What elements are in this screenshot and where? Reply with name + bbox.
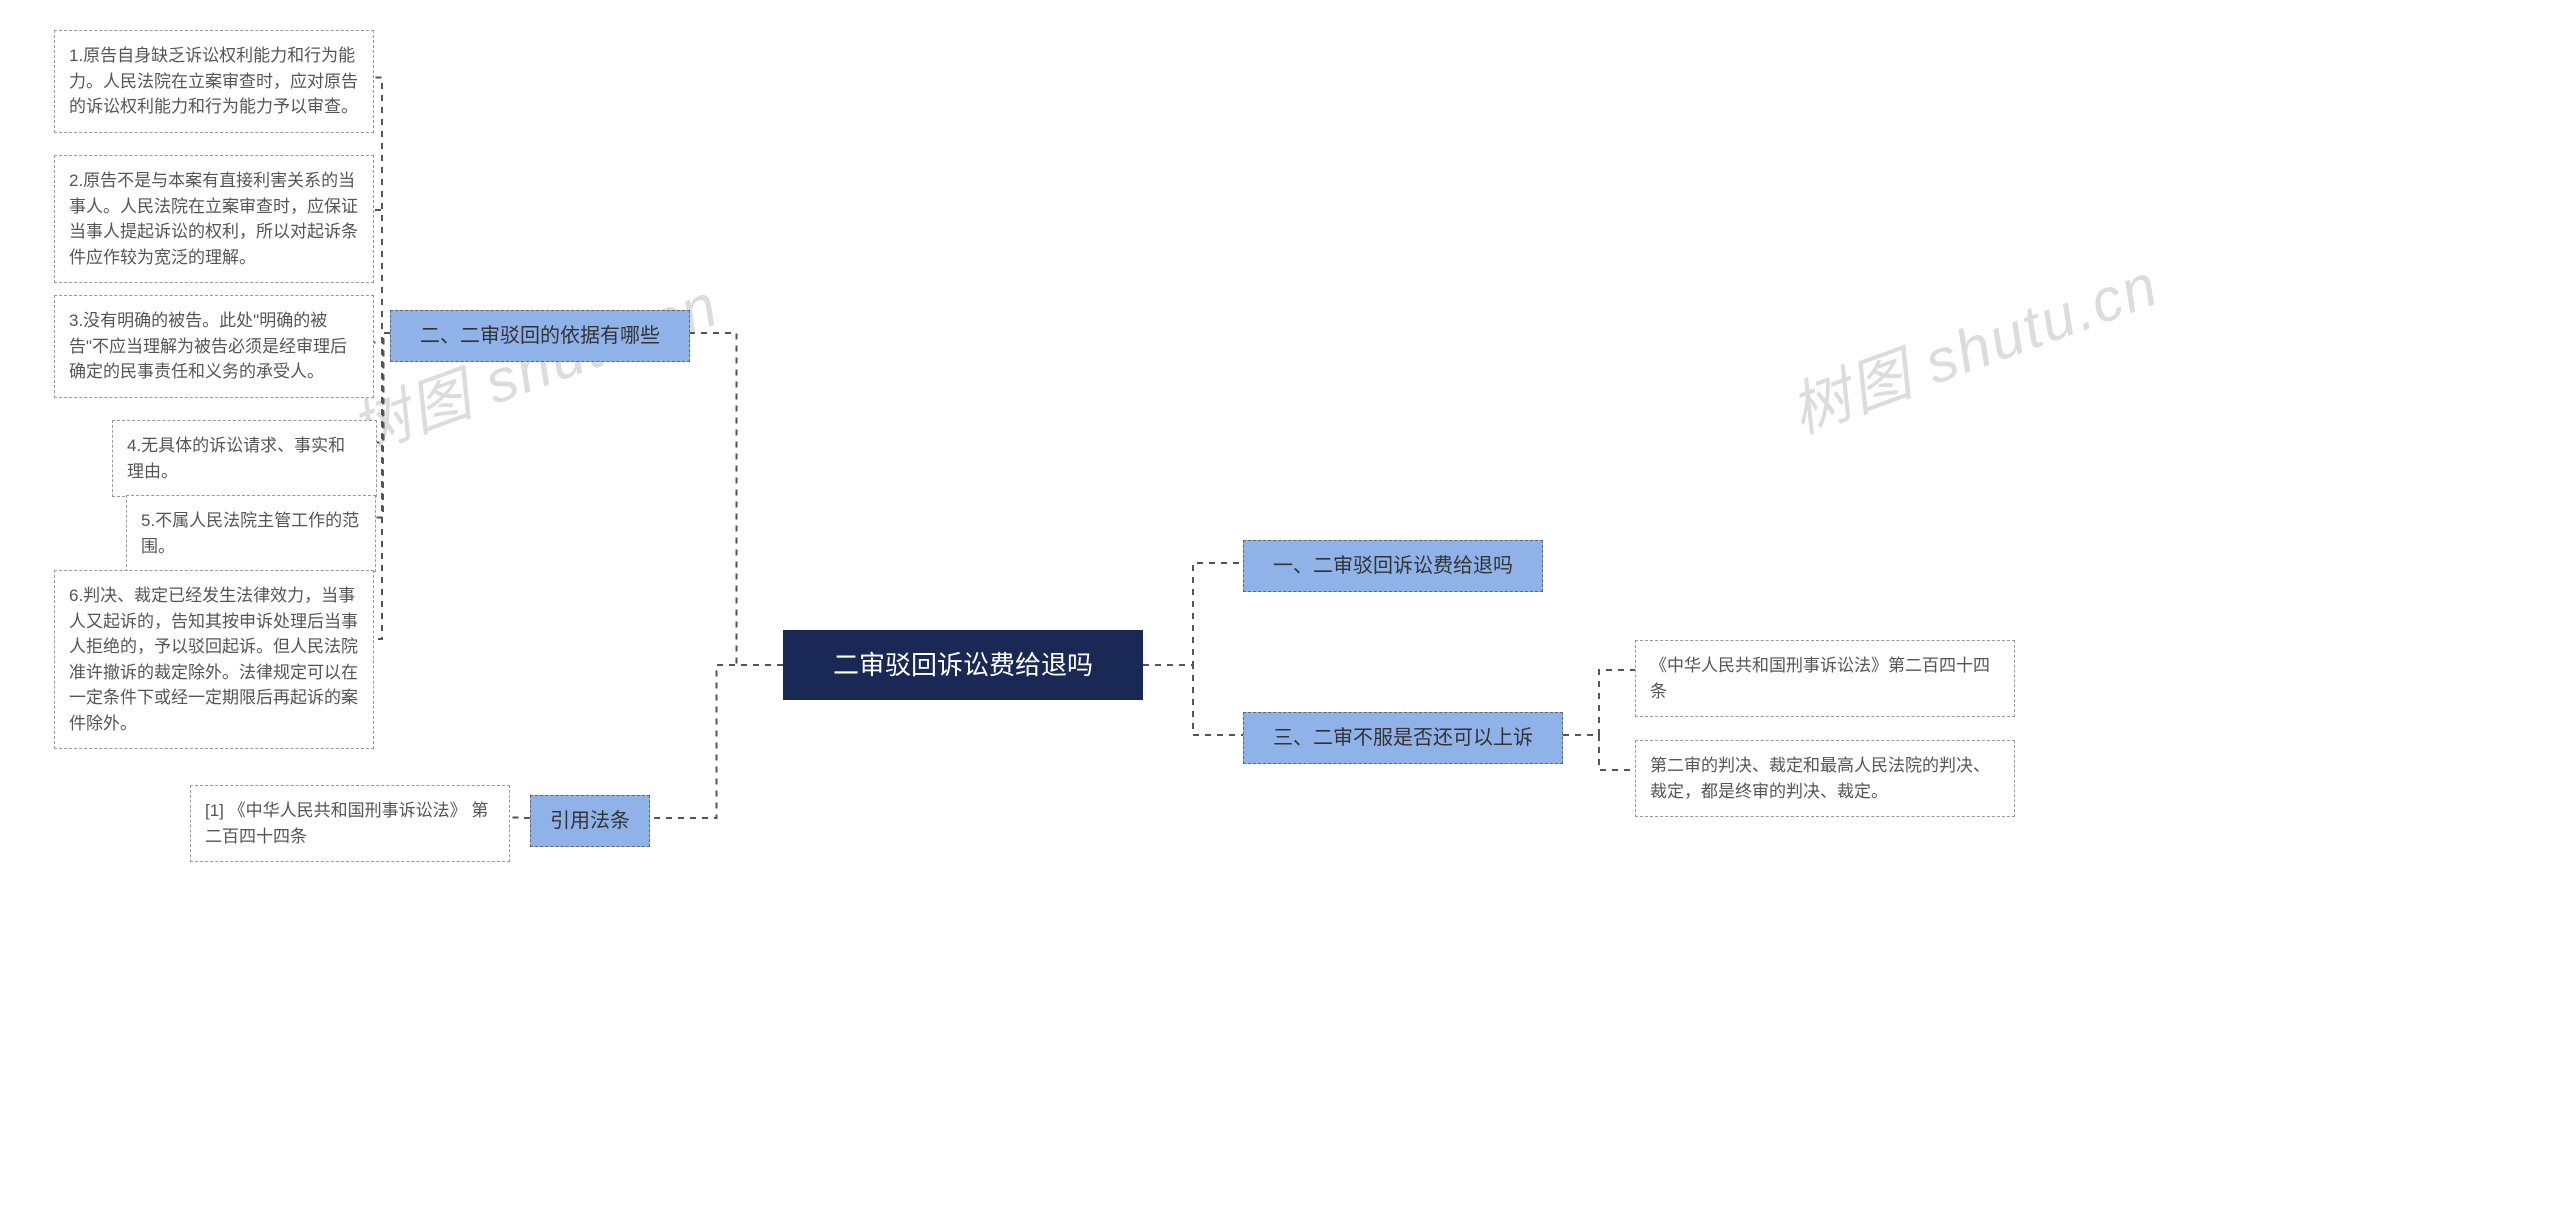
- watermark-right: 树图 shutu.cn: [1777, 237, 2169, 451]
- leaf-l1-0: 1.原告自身缺乏诉讼权利能力和行为能力。人民法院在立案审查时，应对原告的诉讼权利…: [54, 30, 374, 133]
- center-node: 二审驳回诉讼费给退吗: [783, 630, 1143, 700]
- watermark-left: 树图 shutu.cn: [337, 257, 729, 471]
- branch-l1: 二、二审驳回的依据有哪些: [390, 310, 690, 362]
- leaf-l1-2: 3.没有明确的被告。此处"明确的被告"不应当理解为被告必须是经审理后确定的民事责…: [54, 295, 374, 398]
- branch-r1: 一、二审驳回诉讼费给退吗: [1243, 540, 1543, 592]
- leaf-l1-1: 2.原告不是与本案有直接利害关系的当事人。人民法院在立案审查时，应保证当事人提起…: [54, 155, 374, 283]
- leaf-l2-0: [1] 《中华人民共和国刑事诉讼法》 第二百四十四条: [190, 785, 510, 862]
- connector-layer: [0, 0, 2560, 1213]
- leaf-l1-4: 5.不属人民法院主管工作的范围。: [126, 495, 376, 572]
- leaf-r2-0: 《中华人民共和国刑事诉讼法》第二百四十四条: [1635, 640, 2015, 717]
- branch-r2: 三、二审不服是否还可以上诉: [1243, 712, 1563, 764]
- branch-l2: 引用法条: [530, 795, 650, 847]
- leaf-r2-1: 第二审的判决、裁定和最高人民法院的判决、裁定，都是终审的判决、裁定。: [1635, 740, 2015, 817]
- leaf-l1-3: 4.无具体的诉讼请求、事实和理由。: [112, 420, 377, 497]
- leaf-l1-5: 6.判决、裁定已经发生法律效力，当事人又起诉的，告知其按申诉处理后当事人拒绝的，…: [54, 570, 374, 749]
